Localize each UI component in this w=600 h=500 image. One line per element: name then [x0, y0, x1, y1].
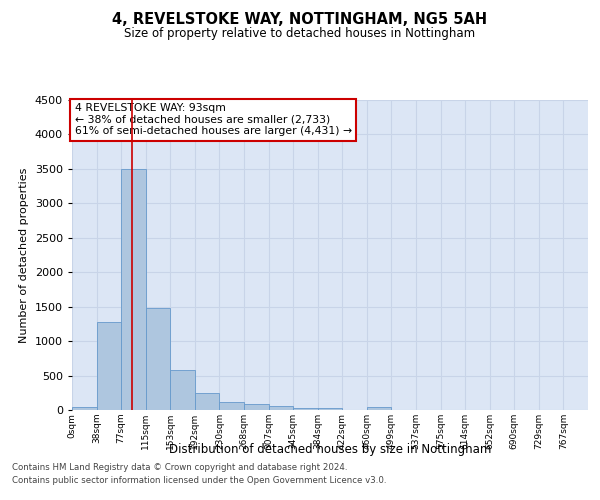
Bar	[146, 308, 170, 410]
Bar	[367, 406, 391, 410]
Bar	[72, 406, 97, 410]
Bar	[170, 370, 195, 410]
Bar	[97, 322, 121, 410]
Text: 4, REVELSTOKE WAY, NOTTINGHAM, NG5 5AH: 4, REVELSTOKE WAY, NOTTINGHAM, NG5 5AH	[112, 12, 488, 28]
Bar	[318, 408, 342, 410]
Bar	[244, 404, 269, 410]
Text: Size of property relative to detached houses in Nottingham: Size of property relative to detached ho…	[124, 28, 476, 40]
Bar	[121, 169, 146, 410]
Bar	[293, 408, 318, 410]
Text: 4 REVELSTOKE WAY: 93sqm
← 38% of detached houses are smaller (2,733)
61% of semi: 4 REVELSTOKE WAY: 93sqm ← 38% of detache…	[74, 103, 352, 136]
Bar	[269, 406, 293, 410]
Y-axis label: Number of detached properties: Number of detached properties	[19, 168, 29, 342]
Text: Contains HM Land Registry data © Crown copyright and database right 2024.: Contains HM Land Registry data © Crown c…	[12, 464, 347, 472]
Text: Distribution of detached houses by size in Nottingham: Distribution of detached houses by size …	[169, 442, 491, 456]
Text: Contains public sector information licensed under the Open Government Licence v3: Contains public sector information licen…	[12, 476, 386, 485]
Bar	[220, 402, 244, 410]
Bar	[195, 394, 220, 410]
